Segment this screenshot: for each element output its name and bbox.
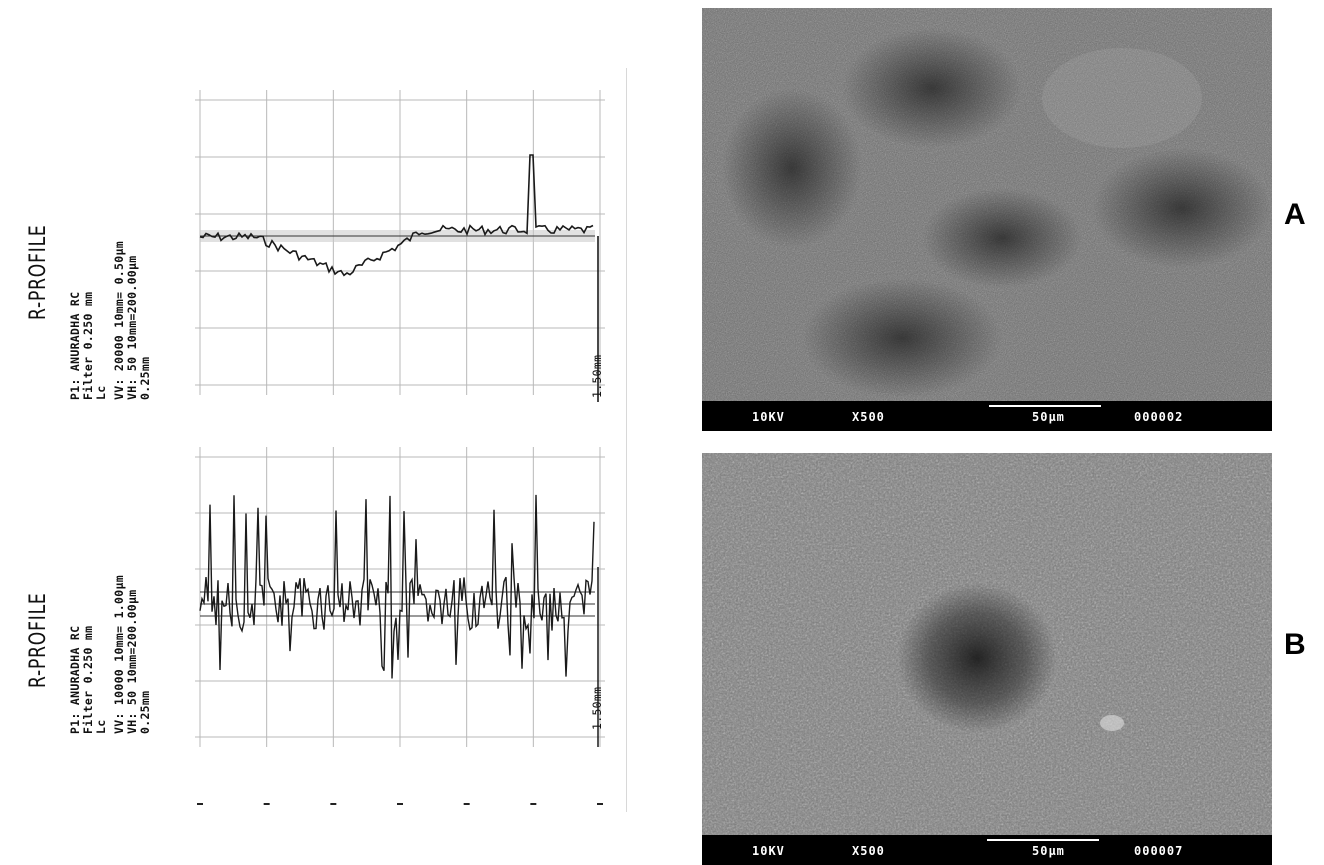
profile-title: R-PROFILE: [26, 592, 51, 688]
sem-image: [702, 8, 1272, 401]
profile-meta-line3: Lc: [94, 385, 108, 400]
profile-meta-line6: 0.25mm: [138, 356, 152, 400]
profile-plot: [195, 90, 615, 405]
column-divider: [626, 68, 627, 812]
sem-magnification: X500: [852, 410, 885, 424]
sem-micrograph-b: 10KV X500 50µm 000007: [702, 453, 1272, 865]
panel-label-a: A: [1284, 198, 1306, 231]
sem-voltage: 10KV: [752, 410, 785, 424]
sem-scale-label: 50µm: [1032, 410, 1065, 424]
profile-meta-line1: P1: ANURADHA RC: [68, 625, 82, 734]
sem-scale-bar: [987, 839, 1099, 841]
profile-end-label: 1.50mm: [590, 354, 604, 398]
roughness-profile-bottom: R-PROFILE P1: ANURADHA RC Filter 0.250 m…: [0, 432, 626, 865]
sem-image-number: 000002: [1134, 410, 1184, 424]
profile-meta-line5: VH: 50 10mm=200.00µm: [125, 255, 139, 400]
sem-info-bar: 10KV X500 50µm 000002: [702, 401, 1272, 431]
sem-scale-label: 50µm: [1032, 844, 1065, 858]
profile-meta-line4: VV: 20000 10mm= 0.50µm: [112, 241, 126, 400]
sem-voltage: 10KV: [752, 844, 785, 858]
profile-meta-line2: Filter 0.250 mm: [81, 291, 95, 400]
sem-magnification: X500: [852, 844, 885, 858]
sem-image-number: 000007: [1134, 844, 1184, 858]
profile-meta-line5: VH: 50 10mm=200.00µm: [125, 589, 139, 734]
profile-meta-line4: VV: 10000 10mm= 1.00µm: [112, 575, 126, 734]
profile-meta-line3: Lc: [94, 719, 108, 734]
profile-meta-line6: 0.25mm: [138, 690, 152, 734]
sem-scale-bar: [989, 405, 1101, 407]
sem-info-bar: 10KV X500 50µm 000007: [702, 835, 1272, 865]
sem-image: [702, 453, 1272, 835]
panel-label-b: B: [1284, 628, 1306, 661]
profile-meta-line1: P1: ANURADHA RC: [68, 291, 82, 400]
profile-end-label: 1.50mm: [590, 686, 604, 730]
roughness-profile-top: R-PROFILE P1: ANURADHA RC Filter 0.250 m…: [0, 0, 626, 432]
profile-plot: [195, 447, 615, 817]
sem-micrograph-a: 10KV X500 50µm 000002: [702, 8, 1272, 431]
profile-title: R-PROFILE: [26, 224, 51, 320]
profile-meta-line2: Filter 0.250 mm: [81, 625, 95, 734]
